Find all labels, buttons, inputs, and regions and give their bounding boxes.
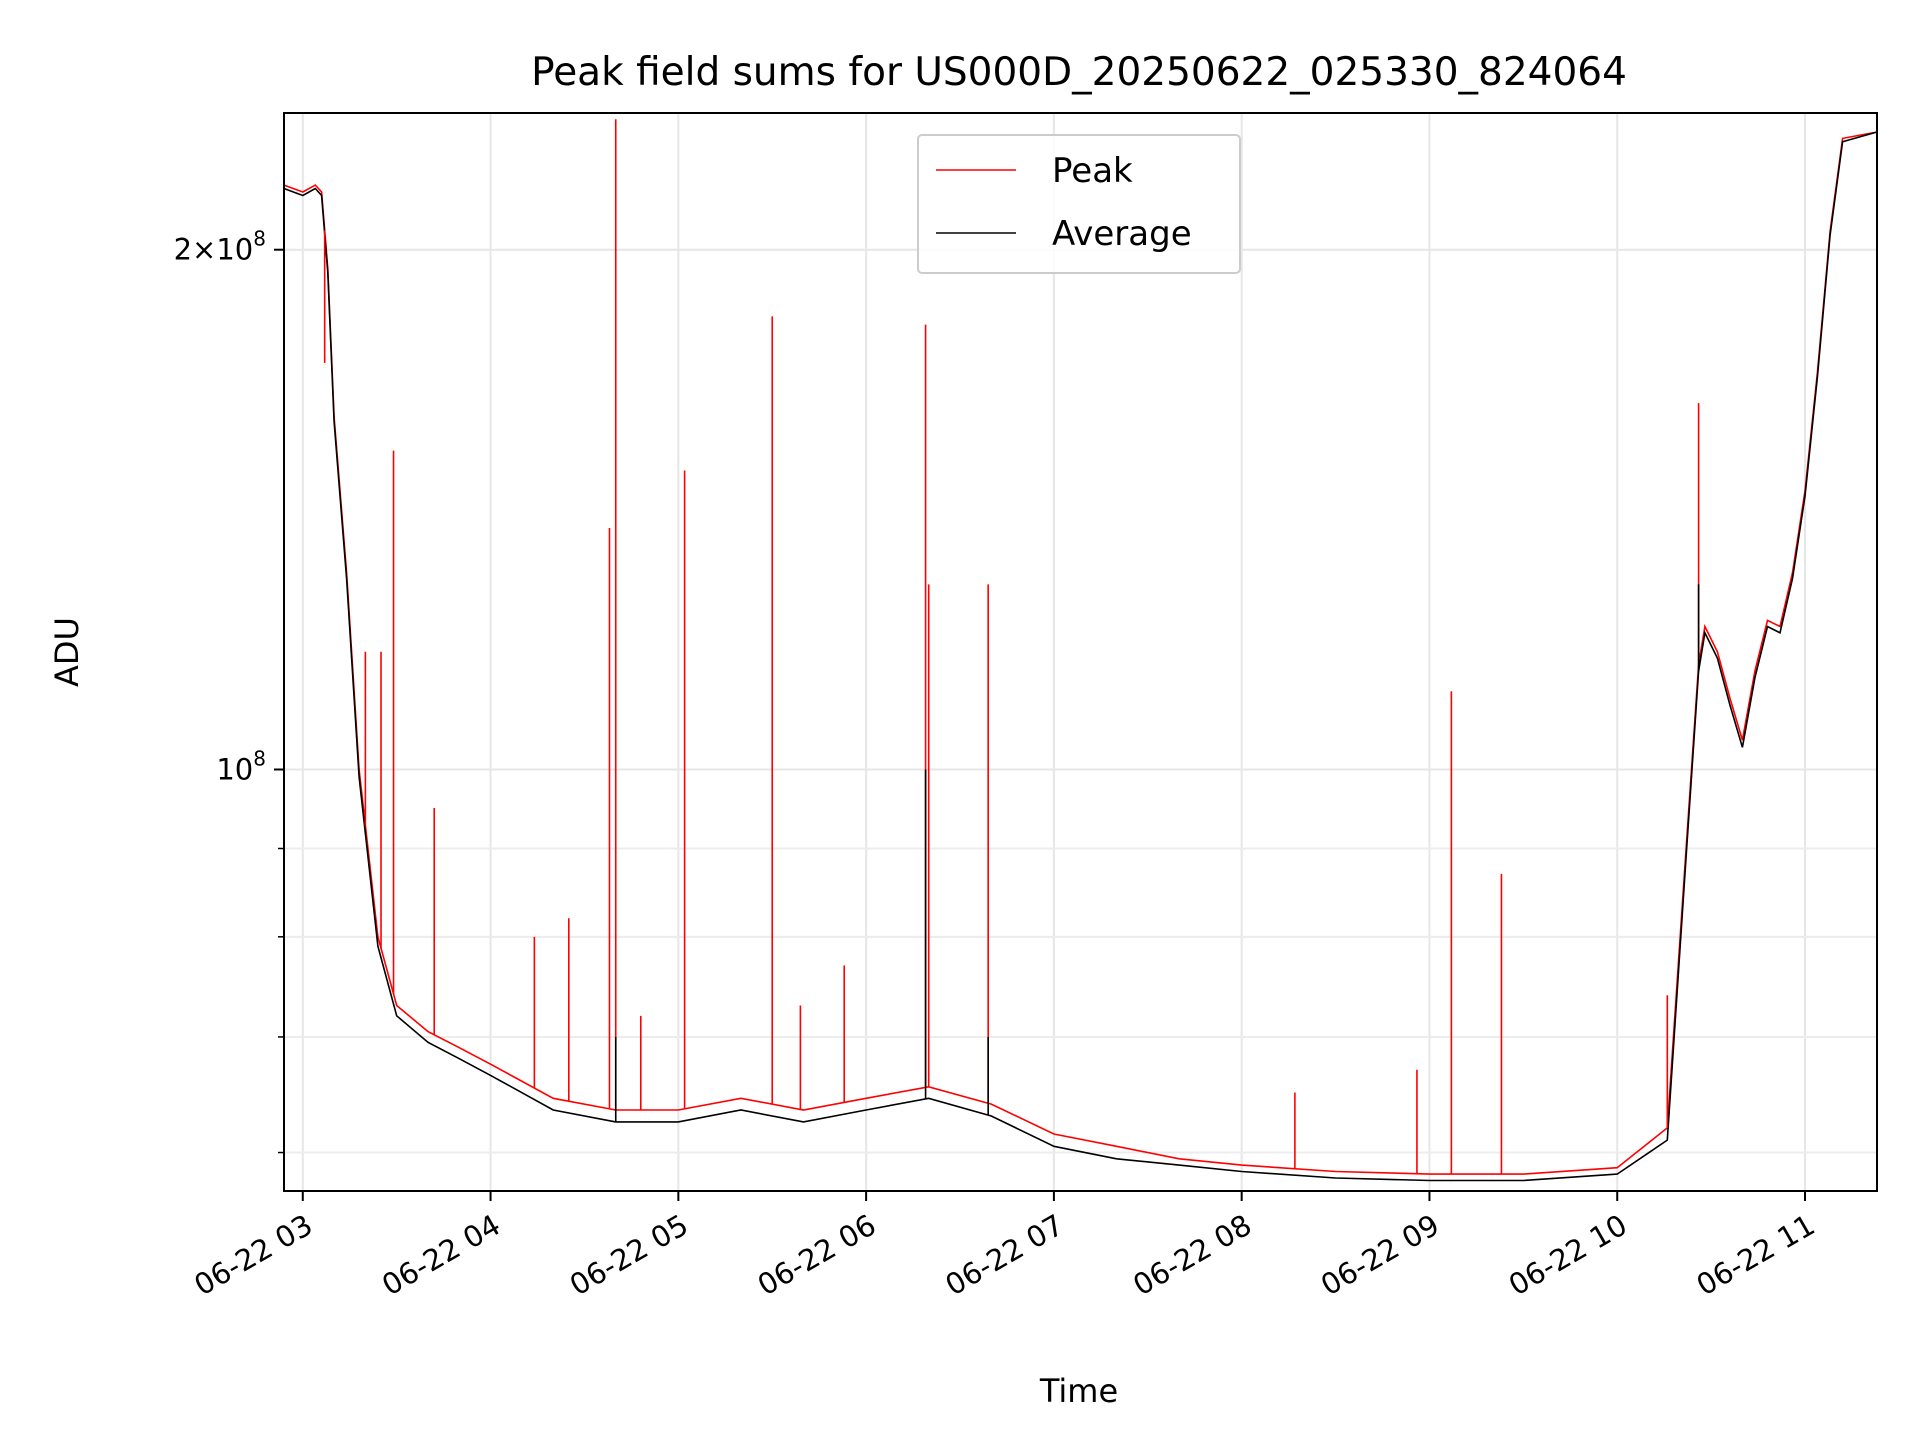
legend-label-peak: Peak <box>1052 151 1133 191</box>
chart-title: Peak field sums for US000D_20250622_0253… <box>531 50 1627 95</box>
legend: Peak Average <box>917 134 1241 274</box>
series-line-peak <box>283 131 1878 1175</box>
y-tick-label: 2×108 <box>174 227 266 267</box>
plot-frame <box>283 112 1878 1192</box>
x-axis-label: Time <box>1039 1372 1118 1410</box>
y-axis-label: ADU <box>48 617 86 687</box>
plot-lines <box>283 119 1878 1182</box>
series-line-average <box>283 131 1878 1182</box>
legend-label-average: Average <box>1052 214 1192 254</box>
